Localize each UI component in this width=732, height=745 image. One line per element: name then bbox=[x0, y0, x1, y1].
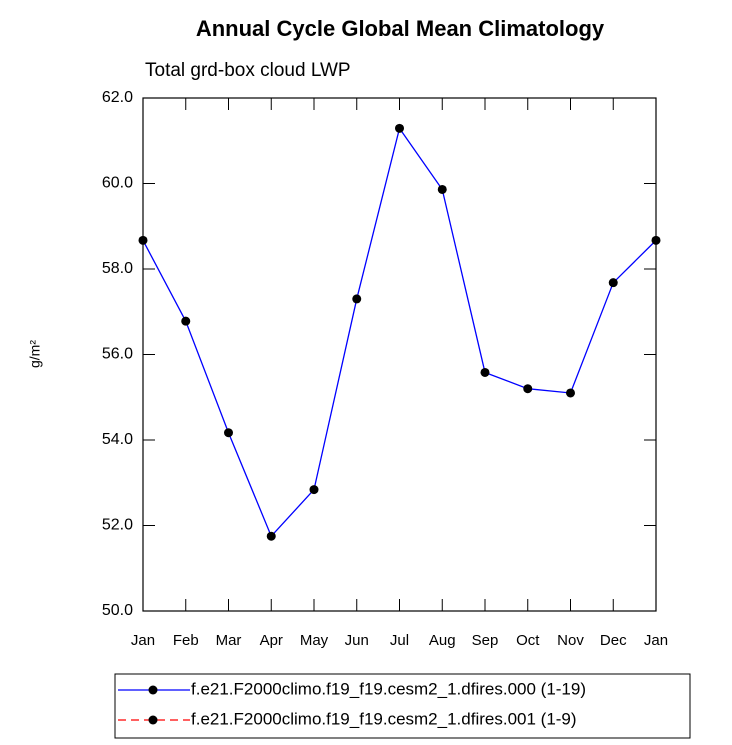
x-tick-label: Feb bbox=[173, 632, 199, 649]
legend-label: f.e21.F2000climo.f19_f19.cesm2_1.dfires.… bbox=[191, 679, 586, 698]
x-tick-label: Nov bbox=[557, 632, 584, 649]
x-tick-label: Jul bbox=[390, 632, 409, 649]
y-tick-label: 62.0 bbox=[102, 89, 133, 106]
y-axis-label: g/m² bbox=[27, 340, 43, 368]
data-point bbox=[608, 278, 618, 288]
legend-marker bbox=[148, 685, 158, 695]
y-tick-label: 56.0 bbox=[102, 346, 133, 363]
x-tick-label: Dec bbox=[600, 632, 627, 649]
y-tick-label: 50.0 bbox=[102, 602, 133, 619]
data-point bbox=[523, 384, 533, 394]
data-point bbox=[395, 123, 404, 133]
data-point bbox=[138, 235, 148, 245]
data-point bbox=[224, 428, 233, 438]
x-tick-label: Apr bbox=[260, 632, 283, 649]
data-point bbox=[651, 235, 661, 245]
y-tick-label: 58.0 bbox=[102, 260, 133, 277]
chart-subtitle: Total grd-box cloud LWP bbox=[145, 60, 351, 81]
data-point bbox=[181, 316, 191, 326]
y-tick-label: 60.0 bbox=[102, 175, 133, 192]
data-line bbox=[142, 126, 657, 538]
x-tick-label: Aug bbox=[429, 632, 456, 649]
legend-marker bbox=[148, 715, 158, 725]
y-tick-label: 54.0 bbox=[102, 431, 133, 448]
legend-box bbox=[114, 673, 691, 739]
y-tick-label: 52.0 bbox=[102, 517, 133, 534]
x-tick-label: Oct bbox=[516, 632, 540, 649]
data-point bbox=[437, 184, 447, 194]
data-point bbox=[352, 294, 362, 304]
data-point bbox=[309, 485, 319, 495]
data-point bbox=[266, 531, 276, 541]
x-tick-label: Jun bbox=[345, 632, 369, 649]
plot-frame bbox=[142, 97, 657, 612]
chart-title: Annual Cycle Global Mean Climatology bbox=[196, 16, 605, 41]
legend-label: f.e21.F2000climo.f19_f19.cesm2_1.dfires.… bbox=[191, 709, 577, 728]
x-tick-label: Jan bbox=[131, 632, 155, 649]
x-tick-label: Sep bbox=[472, 632, 499, 649]
x-tick-label: Jan bbox=[644, 632, 668, 649]
data-point bbox=[566, 388, 575, 398]
data-point bbox=[480, 367, 490, 377]
x-tick-label: May bbox=[300, 632, 329, 649]
x-tick-label: Mar bbox=[216, 632, 242, 649]
